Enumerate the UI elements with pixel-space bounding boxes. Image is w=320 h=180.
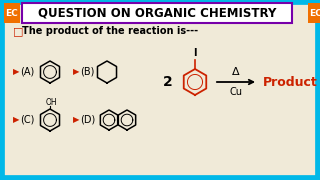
Text: Cu: Cu [229,87,243,97]
Text: ▶: ▶ [73,116,79,125]
Text: (A): (A) [20,67,34,77]
Text: ▶: ▶ [13,68,20,76]
Text: EC: EC [6,8,18,17]
Text: Product: Product [263,75,318,89]
Text: □: □ [13,26,23,36]
Text: EC: EC [310,8,320,17]
Text: (C): (C) [20,115,34,125]
Text: (B): (B) [80,67,94,77]
Text: The product of the reaction is---: The product of the reaction is--- [22,26,198,36]
Bar [22,3,292,23]
Text: ▶: ▶ [13,116,20,125]
Text: 2: 2 [163,75,173,89]
Bar [4,3,20,23]
Text: I: I [193,48,197,58]
Text: Δ: Δ [232,67,240,77]
Text: (D): (D) [80,115,95,125]
Text: OH: OH [46,98,58,107]
Bar [308,3,320,23]
Text: QUESTION ON ORGANIC CHEMISTRY: QUESTION ON ORGANIC CHEMISTRY [38,6,276,19]
Text: ▶: ▶ [73,68,79,76]
